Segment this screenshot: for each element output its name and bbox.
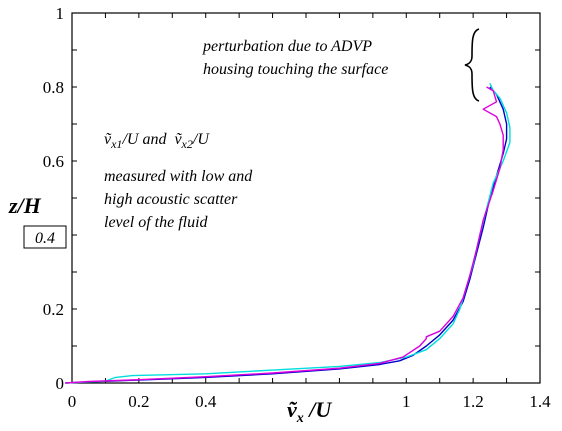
y-tick-label: 0.6	[43, 152, 64, 171]
annotation-perturbation-line2: housing touching the surface	[203, 61, 388, 78]
annotation-acoustic-line: high acoustic scatter	[104, 191, 238, 208]
y-tick-label: 0.8	[43, 78, 64, 97]
x-axis-label: ṽx /U	[287, 397, 332, 426]
ticks-layer: 0 0.2 0.4 1 1.2 1.4 0 0.2 0.6 0.8 1	[43, 4, 551, 411]
boxed-tick-frame	[23, 225, 67, 249]
y-tick-label: 0	[56, 374, 65, 393]
y-tick-label: 0.2	[43, 300, 64, 319]
series-line-1	[65, 86, 508, 384]
x-tick-label: 1.4	[529, 392, 551, 411]
series-line-2	[65, 83, 511, 384]
y-axis-label: z/H	[8, 193, 42, 218]
y-tick-label: 1	[56, 4, 65, 23]
annotation-formula-line: ṽx1/U and ṽx2/U	[104, 131, 210, 151]
x-tick-label: 1.2	[463, 392, 484, 411]
x-tick-label: 0.2	[128, 392, 149, 411]
annotation-fluid-line: level of the fluid	[104, 214, 209, 231]
annotation-perturbation-line1: perturbation due to ADVP	[202, 38, 372, 55]
series-layer	[65, 83, 511, 384]
annotation-brace	[464, 28, 480, 102]
x-tick-label: 0	[68, 392, 77, 411]
x-tick-label: 1	[402, 392, 411, 411]
annotation-measured-line: measured with low and	[104, 168, 253, 185]
boxed-tick-label: 0.4	[35, 230, 55, 247]
x-tick-label: 0.4	[195, 392, 217, 411]
series-line-3	[65, 86, 504, 384]
